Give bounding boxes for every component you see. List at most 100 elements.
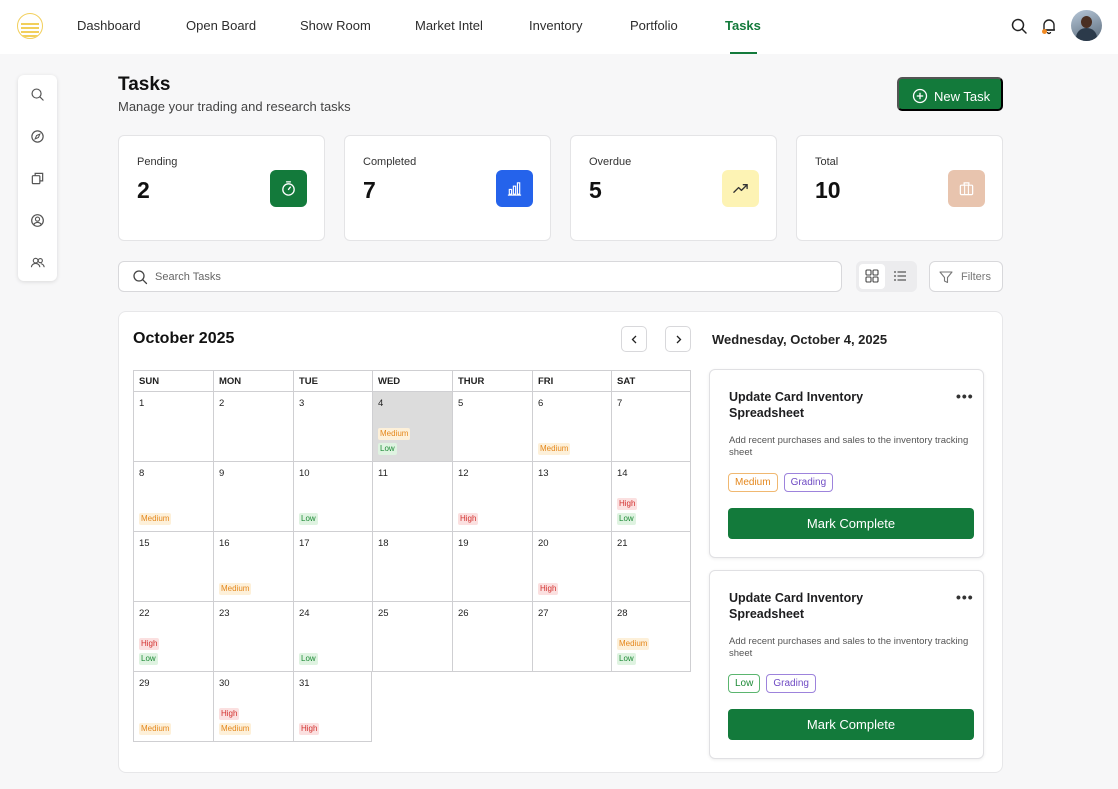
calendar-day-cell[interactable]: 18 <box>372 532 452 602</box>
nav-item-show-room[interactable]: Show Room <box>300 18 371 33</box>
calendar-day-cell[interactable]: 22 High Low <box>133 602 213 672</box>
avatar[interactable] <box>1071 10 1102 41</box>
list-icon <box>894 271 906 281</box>
calendar-day-cell[interactable]: 10 Low <box>293 462 372 532</box>
day-number: 3 <box>299 398 305 409</box>
day-number: 12 <box>458 468 469 479</box>
calendar-day-cell[interactable]: 23 <box>213 602 293 672</box>
calendar-day-cell[interactable]: 25 <box>372 602 452 672</box>
search-icon <box>133 270 148 285</box>
calendar-day-cell[interactable]: 31 High <box>293 672 372 742</box>
calendar-day-cell[interactable]: 27 <box>532 602 611 672</box>
day-number: 4 <box>378 398 384 409</box>
new-task-label: New Task <box>934 89 991 104</box>
weekday-header: MON <box>213 370 293 392</box>
priority-tag: Low <box>299 653 318 665</box>
chevron-right-icon <box>676 335 682 344</box>
calendar-day-cell[interactable]: 6 Medium <box>532 392 611 462</box>
priority-tag: Low <box>299 513 318 525</box>
calendar-day-cell[interactable]: 8 Medium <box>133 462 213 532</box>
calendar-day-cell[interactable]: 13 <box>532 462 611 532</box>
calendar-day-cell[interactable]: 12 High <box>452 462 532 532</box>
day-number: 26 <box>458 608 469 619</box>
stat-icon-box <box>270 170 307 207</box>
stat-label: Pending <box>137 156 178 168</box>
search-bar <box>118 261 842 292</box>
top-nav: Dashboard Open Board Show Room Market In… <box>0 0 1118 54</box>
more-options-icon[interactable]: ••• <box>956 388 974 404</box>
copy-icon[interactable] <box>30 171 45 186</box>
calendar-day-cell[interactable]: 14 High Low <box>611 462 691 532</box>
task-card: Update Card Inventory Spreadsheet ••• Ad… <box>709 570 984 759</box>
nav-item-dashboard[interactable]: Dashboard <box>77 18 141 33</box>
filters-button[interactable]: Filters <box>929 261 1003 292</box>
day-number: 15 <box>139 538 150 549</box>
calendar-day-cell[interactable]: 4 Medium Low <box>372 392 452 462</box>
nav-item-inventory[interactable]: Inventory <box>529 18 583 33</box>
nav-item-open-board[interactable]: Open Board <box>186 18 257 33</box>
calendar-day-cell[interactable]: 11 <box>372 462 452 532</box>
day-number: 8 <box>139 468 145 479</box>
grid-view-button[interactable] <box>859 264 885 289</box>
trending-up-icon <box>733 184 748 193</box>
calendar-day-cell[interactable]: 19 <box>452 532 532 602</box>
mark-complete-button[interactable]: Mark Complete <box>728 709 974 740</box>
calendar-day-cell[interactable]: 1 <box>133 392 213 462</box>
day-number: 29 <box>139 678 150 689</box>
calendar-day-cell[interactable]: 29 Medium <box>133 672 213 742</box>
calendar-day-cell[interactable]: 9 <box>213 462 293 532</box>
day-number: 9 <box>219 468 225 479</box>
calendar-day-cell[interactable]: 24 Low <box>293 602 372 672</box>
more-options-icon[interactable]: ••• <box>956 589 974 605</box>
calendar-day-cell[interactable]: 3 <box>293 392 372 462</box>
priority-tag: Medium <box>378 428 411 440</box>
nav-item-tasks[interactable]: Tasks <box>725 18 761 33</box>
mark-complete-button[interactable]: Mark Complete <box>728 508 974 539</box>
next-month-button[interactable] <box>665 326 691 352</box>
search-icon[interactable] <box>1010 17 1028 35</box>
priority-tag: Medium <box>219 583 252 595</box>
day-number: 20 <box>538 538 549 549</box>
search-input[interactable] <box>155 267 815 287</box>
priority-chip: Low <box>728 674 761 693</box>
day-number: 28 <box>617 608 628 619</box>
compass-icon[interactable] <box>30 129 45 144</box>
day-number: 18 <box>378 538 389 549</box>
stat-card-pending: Pending 2 <box>118 135 325 241</box>
user-circle-icon[interactable] <box>30 213 45 228</box>
calendar-day-cell[interactable]: 28 Medium Low <box>611 602 691 672</box>
task-card: Update Card Inventory Spreadsheet ••• Ad… <box>709 369 984 558</box>
page-title: Tasks <box>118 74 171 95</box>
logo[interactable] <box>17 13 43 39</box>
stat-icon-box <box>722 170 759 207</box>
nav-item-market-intel[interactable]: Market Intel <box>415 18 483 33</box>
calendar-day-cell[interactable]: 5 <box>452 392 532 462</box>
day-number: 23 <box>219 608 230 619</box>
new-task-button[interactable]: New Task <box>897 77 1003 111</box>
calendar-day-cell[interactable]: 20 High <box>532 532 611 602</box>
calendar-day-cell[interactable]: 7 <box>611 392 691 462</box>
search-icon[interactable] <box>30 87 45 102</box>
prev-month-button[interactable] <box>621 326 647 352</box>
nav-item-portfolio[interactable]: Portfolio <box>630 18 678 33</box>
day-number: 19 <box>458 538 469 549</box>
calendar-day-cell[interactable]: 2 <box>213 392 293 462</box>
priority-tag: Medium <box>617 638 650 650</box>
weekday-header: TUE <box>293 370 372 392</box>
list-view-button[interactable] <box>887 264 913 289</box>
bar-chart-icon <box>507 182 522 196</box>
day-number: 21 <box>617 538 628 549</box>
priority-tag: Low <box>139 653 158 665</box>
filter-icon <box>939 271 953 284</box>
calendar-day-cell[interactable]: 17 <box>293 532 372 602</box>
calendar-day-cell[interactable]: 26 <box>452 602 532 672</box>
users-icon[interactable] <box>30 255 45 270</box>
calendar-day-cell[interactable]: 21 <box>611 532 691 602</box>
stat-label: Overdue <box>589 156 632 168</box>
priority-tag: Low <box>617 653 636 665</box>
calendar-day-cell[interactable]: 30 High Medium <box>213 672 293 742</box>
calendar-day-cell[interactable]: 15 <box>133 532 213 602</box>
day-number: 1 <box>139 398 145 409</box>
calendar-day-cell[interactable]: 16 Medium <box>213 532 293 602</box>
day-number: 14 <box>617 468 628 479</box>
